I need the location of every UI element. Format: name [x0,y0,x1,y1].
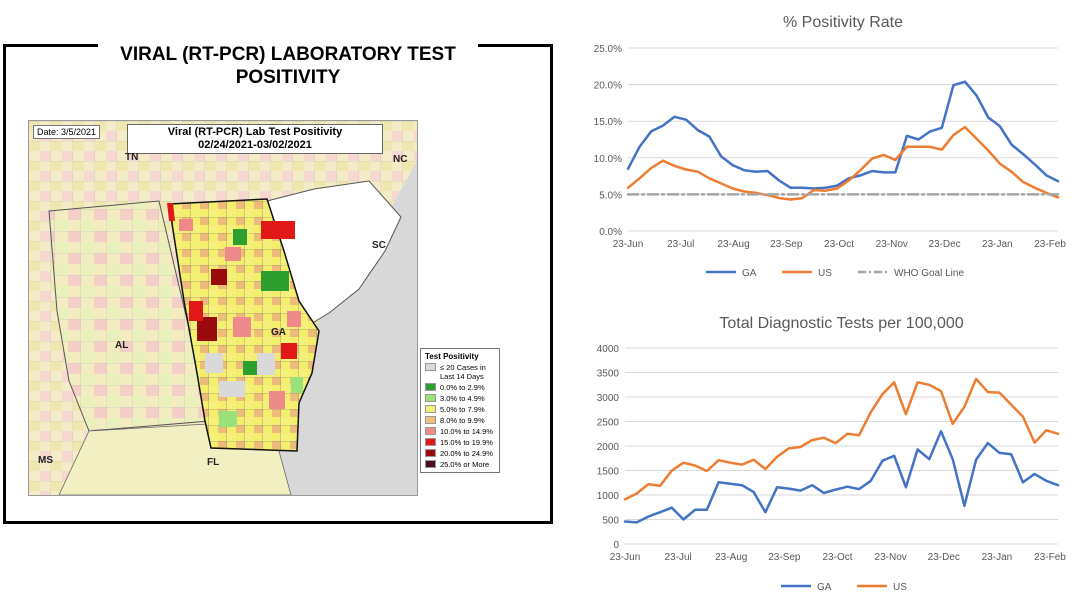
x-tick-label: 23-Aug [717,239,749,250]
county-map: Date: 3/5/2021 Viral (RT-PCR) Lab Test P… [28,120,418,496]
x-tick-label: 23-Oct [824,239,854,250]
legend-label: 10.0% to 14.9% [440,427,493,436]
map-date: Date: 3/5/2021 [33,125,101,139]
x-tick-label: 23-Nov [875,552,907,563]
x-tick-label: 23-Sep [770,239,803,250]
panel-title: VIRAL (RT-PCR) LABORATORY TEST POSITIVIT… [98,43,478,89]
legend-swatch [425,460,436,468]
x-tick-label: 23-Aug [715,552,747,563]
state-label-al: AL [115,340,129,351]
x-tick-label: 23-Jan [982,239,1013,250]
series-line-ga [626,80,1060,190]
legend-item: 0.0% to 2.9% [425,383,495,392]
x-tick-label: 23-Feb [1034,552,1066,563]
state-label-tn: TN [125,152,139,163]
map-legend: Test Positivity ≤ 20 Cases in Last 14 Da… [420,348,500,473]
legend-title: Test Positivity [425,352,479,361]
legend-item: 20.0% to 24.9% [425,449,495,458]
x-tick-label: 23-Jan [982,552,1013,563]
x-tick-label: 23-Jun [610,552,641,563]
y-tick-label: 2000 [597,442,620,453]
legend-entry: WHO Goal Line [858,268,964,279]
chart-title: % Positivity Rate [783,14,903,31]
y-tick-label: 15.0% [594,117,622,128]
legend-label: 20.0% to 24.9% [440,449,493,458]
legend-item: 15.0% to 19.9% [425,438,495,447]
chart-title: Total Diagnostic Tests per 100,000 [719,315,963,332]
diagnostic-tests-chart: Total Diagnostic Tests per 100,000 0 500 10… [597,315,1067,593]
x-tick-label: 23-Nov [876,239,908,250]
legend-swatch [425,438,436,446]
y-tick-label: 0.0% [599,227,622,238]
legend-swatch [425,394,436,402]
legend-swatch [425,416,436,424]
legend-label: 15.0% to 19.9% [440,438,493,447]
legend-label: 25.0% or More [440,460,490,469]
y-tick-label: 1500 [597,467,620,478]
y-tick-label: 2500 [597,418,620,429]
state-label-nc: NC [393,154,408,165]
y-tick-label: 0 [613,540,619,551]
legend-label: WHO Goal Line [894,268,964,279]
series-line-us [626,125,1060,201]
y-tick-label: 500 [602,516,619,527]
legend-swatch [425,405,436,413]
legend-label: ≤ 20 Cases in Last 14 Days [440,363,486,381]
x-tick-label: 23-Dec [928,552,960,563]
legend-item: ≤ 20 Cases in Last 14 Days [425,363,495,381]
x-tick-label: 23-Jul [665,552,692,563]
state-label-ms: MS [38,455,53,466]
y-tick-label: 3500 [597,369,620,380]
legend-swatch [425,383,436,391]
legend-label: GA [742,268,757,279]
map-graphic [29,121,417,495]
y-tick-label: 1000 [597,491,620,502]
y-tick-label: 5.0% [599,190,622,201]
x-tick-label: 23-Jun [613,239,644,250]
legend-item: 25.0% or More [425,460,495,469]
legend-swatch [425,449,436,457]
series-line-us [623,377,1060,501]
legend-label: 3.0% to 4.9% [440,394,485,403]
y-tick-label: 4000 [597,344,620,355]
legend-label: 8.0% to 9.9% [440,416,485,425]
x-tick-label: 23-Oct [823,552,853,563]
legend-item: 10.0% to 14.9% [425,427,495,436]
legend-item: 8.0% to 9.9% [425,416,495,425]
x-tick-label: 23-Feb [1034,239,1066,250]
state-label-ga: GA [271,327,286,338]
positivity-map-panel: VIRAL (RT-PCR) LABORATORY TEST POSITIVIT… [3,43,553,524]
y-tick-label: 25.0% [594,44,622,55]
y-tick-label: 10.0% [594,154,622,165]
y-tick-label: 20.0% [594,81,622,92]
map-title: Viral (RT-PCR) Lab Test Positivity 02/24… [127,124,383,154]
legend-label: US [818,268,832,279]
legend-item: 5.0% to 7.9% [425,405,495,414]
x-tick-label: 23-Sep [768,552,801,563]
legend-label: GA [817,582,832,593]
legend-item: 3.0% to 4.9% [425,394,495,403]
series-line-ga [623,430,1060,524]
legend-entry: GA [706,268,757,279]
legend-swatch [425,427,436,435]
legend-entry: US [782,268,832,279]
y-tick-label: 3000 [597,393,620,404]
x-tick-label: 23-Jul [667,239,694,250]
state-label-fl: FL [207,457,220,468]
legend-label: 5.0% to 7.9% [440,405,485,414]
legend-entry: US [857,582,907,593]
legend-swatch [425,363,436,371]
legend-entry: GA [781,582,832,593]
legend-label: 0.0% to 2.9% [440,383,485,392]
x-tick-label: 23-Dec [928,239,960,250]
positivity-rate-chart: % Positivity Rate 0.0% 5.0% 10.0% 15.0% 20.0%… [594,14,1067,279]
legend-label: US [893,582,907,593]
state-label-sc: SC [372,240,386,251]
